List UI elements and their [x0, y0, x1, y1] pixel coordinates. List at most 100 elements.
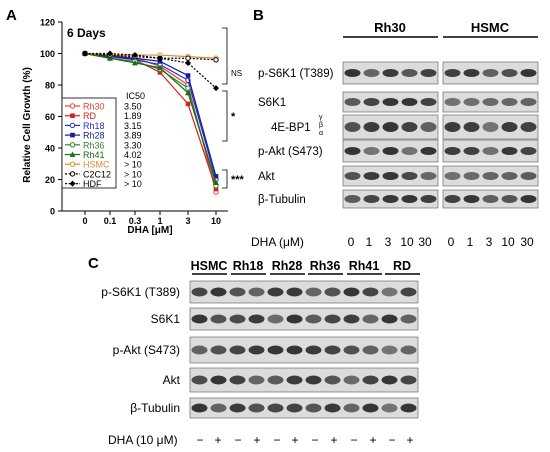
blot-b-strip-hsmc-band: [520, 98, 537, 106]
blot-c-strip-band: [343, 345, 360, 355]
blot-c-strip-band: [343, 287, 360, 297]
legend-ic50-rh30: 3.50: [124, 102, 142, 112]
blot-c-row-label: p-Akt (S473): [113, 343, 180, 357]
blot-c-strip-band: [191, 375, 208, 385]
y-tick-label: 40: [45, 144, 55, 154]
data-point-rd: [213, 186, 219, 192]
blot-b-lane-label: 3: [486, 235, 493, 249]
legend-ic50-hsmc: > 10: [124, 160, 142, 170]
blot-b-strip-rh30-band: [420, 147, 437, 155]
blot-c-strip-band: [267, 345, 284, 355]
blot-c-strip-band: [248, 287, 265, 297]
blot-b-strip-rh30-band: [382, 195, 399, 203]
legend-marker-rh30: [69, 103, 76, 109]
growth-chart: 6 Days Relative Cell Growth (%) DHA [μM]…: [22, 18, 245, 237]
blot-b-strip-hsmc-band: [520, 147, 537, 155]
blot-c-strip-band: [343, 403, 360, 413]
blot-b-lane-label: 0: [448, 235, 455, 249]
data-point-rh41: [185, 89, 191, 96]
blot-b-lane-label: 0: [348, 235, 355, 249]
blot-b-strip-rh30-band: [344, 195, 361, 203]
blot-b-strip-rh30-band: [382, 122, 399, 132]
blot-b-strip-hsmc-band: [444, 122, 461, 132]
blot-b-x-label: DHA (μM): [251, 235, 304, 249]
blot-b-strip-hsmc-band: [463, 122, 480, 132]
blot-b-strip-hsmc-band: [501, 122, 518, 132]
blot-b-strip-hsmc-band: [501, 172, 518, 180]
series-line-hsmc: [84, 52, 217, 59]
y-tick-label: 120: [40, 18, 55, 28]
legend-ic50-rh28: 3.89: [124, 131, 142, 141]
blot-c-lane-label: +: [253, 433, 260, 447]
blot-c-strip-band: [267, 287, 284, 297]
blot-panel-c: HSMC Rh18 Rh28 Rh36 Rh41 RD p-S6K1 (T389) S6K1…: [101, 259, 420, 447]
blot-c-strip-band: [210, 287, 227, 297]
blot-c-lane-label: −: [388, 433, 395, 447]
y-axis-label: Relative Cell Growth (%): [22, 67, 33, 183]
blot-c-row-label: S6K1: [151, 312, 181, 326]
blot-b-strip-rh30: [342, 114, 439, 140]
blot-c-strip-band: [362, 403, 379, 413]
blot-b-strip-hsmc-band: [463, 147, 480, 155]
y-tick-label: 20: [45, 175, 55, 185]
data-point-hdf: [213, 85, 219, 92]
legend-header: IC50: [126, 91, 145, 101]
blot-c-strip-band: [324, 403, 341, 413]
blot-c-group-rh41: Rh41: [349, 259, 380, 273]
blot-c-lane-label: +: [406, 433, 413, 447]
blot-b-strip-rh30-band: [420, 172, 437, 180]
blot-b-strip-hsmc: [442, 165, 539, 187]
blot-c-strip-band: [362, 287, 379, 297]
blot-b-strip-rh30: [342, 165, 439, 187]
blot-b-strip-rh30-band: [344, 147, 361, 155]
blot-b-strip-rh30: [342, 139, 439, 163]
blot-c-group-rd: RD: [393, 259, 411, 273]
blot-b-strip-rh30-band: [401, 98, 418, 106]
blot-c-strip-band: [305, 287, 322, 297]
blot-c-strip-band: [324, 375, 341, 385]
data-point-rh41: [157, 64, 163, 71]
blot-c-strip-band: [305, 403, 322, 413]
legend-marker-rd: [70, 113, 75, 118]
legend-label-rh18: Rh18: [83, 121, 105, 131]
blot-b-strip-hsmc-band: [463, 195, 480, 203]
blot-b-strip-hsmc-band: [501, 195, 518, 203]
blot-b-strip-hsmc-band: [444, 195, 461, 203]
blot-b-strip-hsmc-band: [463, 69, 480, 77]
data-point-hdf: [132, 52, 138, 59]
legend-label-rh30: Rh30: [83, 102, 105, 112]
blot-b-strip-rh30: [342, 189, 439, 209]
blot-b-strip-hsmc-band: [520, 172, 537, 180]
blot-c-strip-band: [324, 314, 341, 324]
legend-ic50-c2c12: > 10: [124, 169, 142, 179]
legend-label-c2c12: C2C12: [83, 169, 111, 179]
blot-b-row-label: Akt: [258, 171, 275, 183]
blot-c-lane-label: −: [311, 433, 318, 447]
blot-c-lane-label: −: [234, 433, 241, 447]
legend-ic50-rh36: 3.30: [124, 140, 142, 150]
blot-c-strip-band: [267, 375, 284, 385]
x-tick-label: 0.1: [104, 216, 117, 226]
blot-c-strip-background: [189, 397, 419, 419]
blot-c-lane-label: −: [196, 433, 203, 447]
blot-b-strip-rh30-band: [344, 122, 361, 132]
blot-b-row-label: 4E-BP1: [271, 122, 311, 134]
data-point-hdf: [107, 50, 113, 57]
blot-b-row-label: S6K1: [258, 97, 286, 109]
blot-b-strip-rh30-band: [363, 147, 380, 155]
blot-c-strip: [189, 397, 419, 419]
data-point-rd: [185, 101, 191, 107]
blot-c-strip-band: [248, 314, 265, 324]
blot-b-isoform-label: β: [319, 122, 323, 129]
blot-b-strip-hsmc-band: [463, 98, 480, 106]
blot-c-strip: [189, 336, 419, 364]
blot-c-strip-band: [343, 375, 360, 385]
legend-marker-c2c12: [69, 171, 76, 177]
data-point-rh28: [157, 59, 163, 64]
series-line-rh41: [84, 52, 217, 183]
data-point-c2c12: [185, 55, 191, 61]
blot-b-strip-rh30: [342, 61, 439, 85]
blot-b-row-label: p-Akt (S473): [258, 146, 323, 158]
blot-c-strip-band: [305, 375, 322, 385]
blot-c-strip-band: [324, 345, 341, 355]
